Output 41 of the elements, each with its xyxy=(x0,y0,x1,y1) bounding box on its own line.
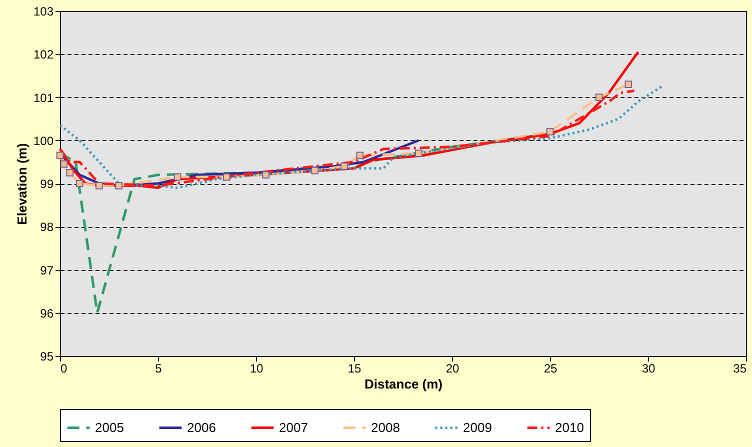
point xyxy=(115,182,122,190)
legend-label: 2009 xyxy=(463,420,492,435)
legend-label: 2008 xyxy=(371,420,400,435)
y-tick-label: 98 xyxy=(40,220,54,234)
point xyxy=(56,152,64,160)
y-tick-label: 101 xyxy=(33,90,54,105)
point xyxy=(415,150,422,157)
point xyxy=(595,94,603,101)
legend-label: 2010 xyxy=(555,420,584,435)
x-tick-label: 20 xyxy=(446,362,460,376)
x-tick-label: 35 xyxy=(733,362,747,376)
point xyxy=(546,128,554,136)
x-tick-label: 30 xyxy=(642,362,656,376)
y-tick-label: 100 xyxy=(33,134,54,148)
x-tick-label: 10 xyxy=(250,362,264,376)
point xyxy=(96,182,103,190)
point xyxy=(262,171,270,179)
point xyxy=(311,166,318,174)
legend-label: 2006 xyxy=(187,420,216,435)
legend-label: 2007 xyxy=(279,420,308,435)
x-tick-label: 0 xyxy=(60,362,68,376)
point xyxy=(60,160,68,168)
x-tick-label: 15 xyxy=(348,362,362,376)
x-tick-label: 5 xyxy=(155,362,162,376)
y-axis-title: Elevation (m) xyxy=(14,143,30,225)
point xyxy=(76,180,84,188)
x-tick-label: 25 xyxy=(544,362,558,376)
point xyxy=(356,152,364,160)
y-tick-label: 95 xyxy=(40,350,54,364)
point xyxy=(340,162,348,170)
x-axis-title: Distance (m) xyxy=(364,376,443,392)
point xyxy=(222,173,230,181)
y-tick-label: 97 xyxy=(40,263,54,278)
y-tick-label: 99 xyxy=(40,177,54,191)
point xyxy=(66,169,74,176)
point xyxy=(624,80,632,88)
y-tick-label: 103 xyxy=(33,4,54,18)
point xyxy=(174,173,182,181)
y-tick-label: 102 xyxy=(33,48,54,62)
legend-label: 2005 xyxy=(95,420,124,435)
y-tick-label: 96 xyxy=(40,306,54,320)
